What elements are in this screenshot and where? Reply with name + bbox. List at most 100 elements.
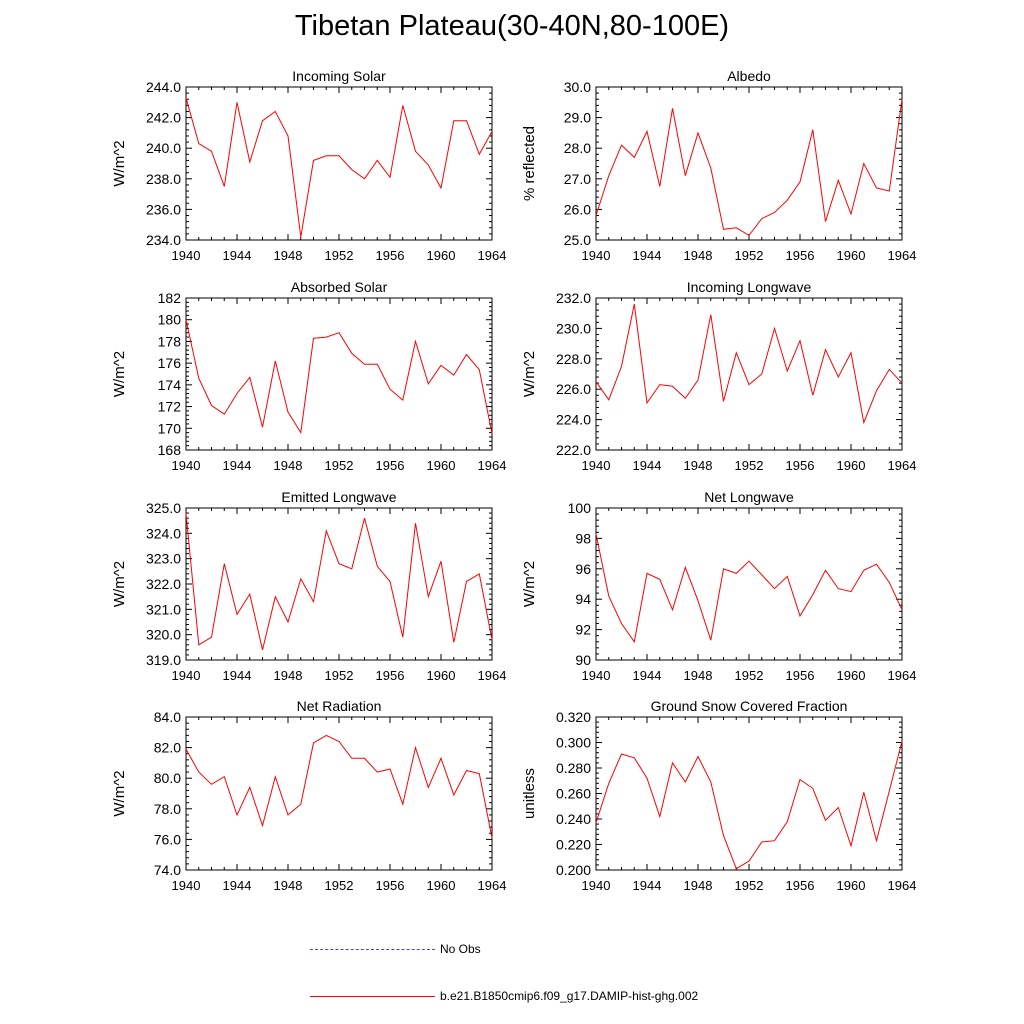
x-tick-label: 1944 [223,458,252,473]
panel-incoming-longwave: 1940 1944 1948 1952 1956 1960 1964 222.0 224.0 22… [521,279,916,473]
y-tick-label: 26.0 [564,201,591,217]
x-tick-label: 1960 [837,458,866,473]
x-tick-label: 1952 [735,668,764,683]
y-tick-label: 27.0 [564,171,591,187]
y-axis-label: W/m^2 [521,351,538,397]
y-tick-label: 80.0 [154,770,181,786]
chart-title: Tibetan Plateau(30-40N,80-100E) [294,10,730,42]
y-tick-label: 98 [575,530,591,546]
x-tick-label: 1964 [888,878,917,893]
x-tick-label: 1952 [735,878,764,893]
series-line [595,303,903,425]
panel-title: Net Radiation [297,698,382,714]
x-tick-label: 1944 [223,878,252,893]
x-tick-label: 1964 [888,248,917,263]
x-tick-label: 1952 [735,458,764,473]
x-tick-label: 1956 [786,878,815,893]
x-tick-label: 1956 [786,668,815,683]
series-line [185,734,493,838]
panel-title: Incoming Solar [292,68,386,84]
y-tick-label: 324.0 [146,525,181,541]
x-tick-label: 1956 [786,458,815,473]
panel-incoming-solar: 1940 1944 1948 1952 1956 1960 1964 234.0 236.0 23… [111,68,506,263]
y-tick-label: 100 [568,500,592,516]
x-tick-label: 1964 [478,878,507,893]
plot-frame [595,716,903,871]
series-line [185,97,493,237]
plot-frame [595,297,903,451]
y-tick-label: 76.0 [154,831,181,847]
legend-label-model: b.e21.B1850cmip6.f09_g17.DAMIP-hist-ghg.… [440,989,699,1003]
legend-item-model: b.e21.B1850cmip6.f09_g17.DAMIP-hist-ghg.… [310,987,730,1007]
y-tick-label: 170 [158,420,182,436]
x-tick-label: 1940 [582,878,611,893]
y-tick-label: 176 [158,355,182,371]
y-tick-label: 28.0 [564,140,591,156]
x-tick-label: 1940 [582,248,611,263]
legend-line-model [310,996,435,997]
y-tick-label: 226.0 [556,381,591,397]
x-tick-label: 1964 [888,668,917,683]
x-tick-label: 1964 [478,668,507,683]
x-tick-label: 1956 [786,248,815,263]
y-tick-label: 172 [158,399,182,415]
y-tick-label: 29.0 [564,110,591,126]
y-tick-label: 0.280 [556,760,591,776]
y-tick-label: 180 [158,312,182,328]
x-tick-label: 1940 [172,878,201,893]
x-tick-label: 1956 [376,878,405,893]
x-tick-label: 1948 [274,878,303,893]
x-tick-label: 1948 [684,878,713,893]
y-tick-label: 168 [158,442,182,458]
panel-absorbed-solar: 1940 1944 1948 1952 1956 1960 1964 168 170 172 174… [111,279,506,473]
panel-net-longwave: 1940 1944 1948 1952 1956 1960 1964 90 92 94 96 98 10… [521,489,916,683]
x-tick-label: 1964 [888,458,917,473]
plot-frame [595,86,903,241]
y-tick-label: 323.0 [146,551,181,567]
panel-ground-snow-covered-fraction: 1940 1944 1948 1952 1956 1960 1964 0.200 0.220 0.… [521,698,916,893]
y-tick-label: 325.0 [146,500,181,516]
x-tick-label: 1960 [427,668,456,683]
y-tick-label: 74.0 [154,862,181,878]
y-tick-label: 242.0 [146,110,181,126]
legend-label-obs: No Obs [440,942,481,956]
series-line [595,99,903,237]
panel-title: Albedo [727,68,771,84]
y-tick-label: 319.0 [146,652,181,668]
plot-frame [185,297,493,451]
y-axis-label: unitless [521,768,538,819]
x-tick-label: 1940 [172,248,201,263]
panel-title: Emitted Longwave [281,489,396,505]
y-tick-label: 94 [575,591,591,607]
y-tick-label: 182 [158,290,182,306]
y-tick-label: 238.0 [146,171,181,187]
x-tick-label: 1952 [325,248,354,263]
y-tick-label: 240.0 [146,140,181,156]
legend-item-obs: No Obs [310,940,730,960]
series-line [595,741,903,870]
y-tick-label: 174 [158,377,182,393]
y-tick-label: 0.260 [556,786,591,802]
y-tick-label: 224.0 [556,412,591,428]
x-tick-label: 1956 [376,458,405,473]
x-tick-label: 1960 [427,458,456,473]
x-tick-label: 1940 [582,668,611,683]
y-tick-label: 228.0 [556,351,591,367]
y-tick-label: 322.0 [146,576,181,592]
x-tick-label: 1960 [427,878,456,893]
y-axis-label: % reflected [521,126,538,201]
y-tick-label: 82.0 [154,740,181,756]
y-tick-label: 236.0 [146,201,181,217]
y-tick-label: 25.0 [564,232,591,248]
legend-line-obs [310,949,435,950]
panel-title: Net Longwave [704,489,794,505]
x-tick-label: 1952 [735,248,764,263]
x-tick-label: 1964 [478,248,507,263]
panel-emitted-longwave: 1940 1944 1948 1952 1956 1960 1964 319.0 320.0 32… [111,489,506,683]
x-tick-label: 1960 [837,248,866,263]
x-tick-label: 1944 [633,248,662,263]
y-tick-label: 234.0 [146,232,181,248]
y-tick-label: 0.220 [556,837,591,853]
y-axis-label: W/m^2 [111,770,128,816]
